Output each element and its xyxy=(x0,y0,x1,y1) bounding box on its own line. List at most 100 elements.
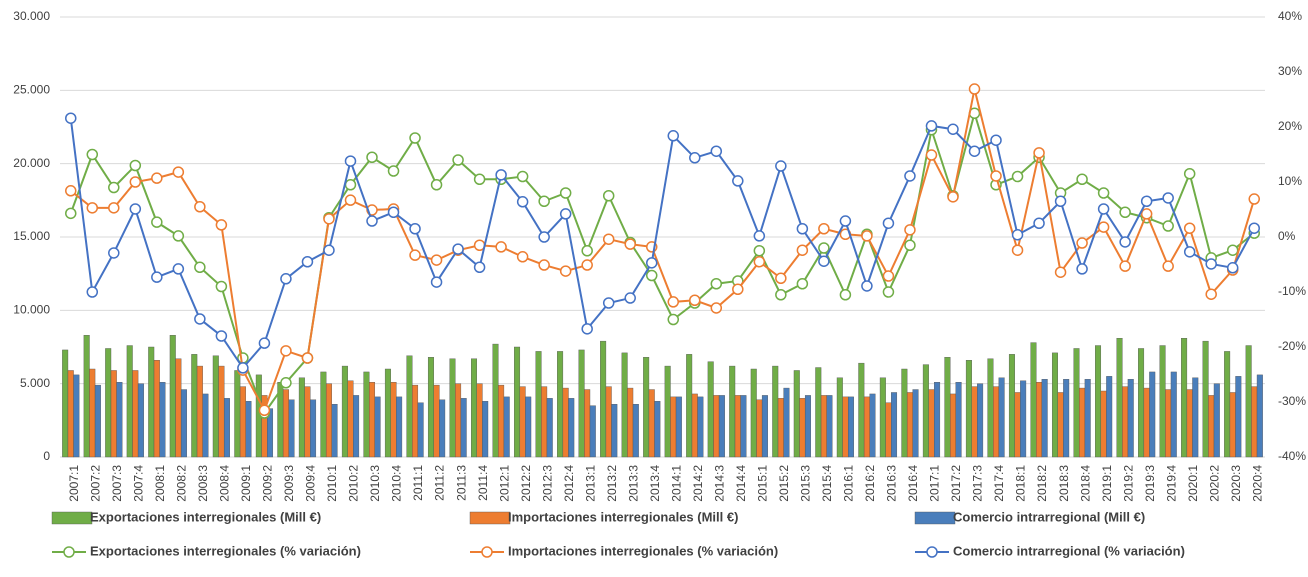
bar xyxy=(621,352,628,458)
line-marker xyxy=(753,245,766,257)
line-marker xyxy=(452,243,464,255)
bar xyxy=(514,346,521,458)
bar xyxy=(245,401,252,458)
bar xyxy=(546,398,553,458)
x-tick-label: 2007:2 xyxy=(88,465,102,502)
x-tick-label: 2012:2 xyxy=(519,465,533,502)
line-marker xyxy=(1076,237,1088,249)
line-marker xyxy=(796,223,809,235)
bar xyxy=(180,389,187,458)
line-marker xyxy=(258,337,271,349)
bar xyxy=(772,365,779,458)
line-marker xyxy=(151,172,163,184)
line-marker xyxy=(624,292,636,304)
x-tick-label: 2017:2 xyxy=(949,465,963,502)
bar xyxy=(1127,379,1134,458)
line-marker xyxy=(172,166,185,178)
line-marker xyxy=(710,145,723,157)
x-tick-label: 2015:4 xyxy=(820,465,834,502)
line-marker xyxy=(645,269,658,282)
x-tick-label: 2016:4 xyxy=(906,465,920,502)
bar xyxy=(1245,345,1252,458)
bar xyxy=(1122,386,1129,458)
line-marker xyxy=(904,170,916,182)
x-tick-label: 2008:1 xyxy=(153,465,167,502)
bar xyxy=(239,386,246,458)
bar xyxy=(869,393,876,458)
line-marker xyxy=(968,83,981,95)
bar xyxy=(175,358,182,458)
bar xyxy=(116,382,123,458)
bar xyxy=(713,395,720,458)
bar xyxy=(1159,345,1166,458)
line-marker xyxy=(710,278,723,290)
bar xyxy=(584,389,591,458)
legend-swatch xyxy=(469,511,511,525)
x-tick-label: 2009:2 xyxy=(261,465,275,502)
bar xyxy=(750,368,757,458)
y2-tick-label: -40% xyxy=(1278,449,1306,463)
y-tick-label: 30.000 xyxy=(13,9,50,23)
line-marker xyxy=(1183,168,1196,180)
bar xyxy=(282,389,289,458)
line-marker xyxy=(473,173,486,185)
line-marker xyxy=(1226,262,1239,274)
legend-label: Exportaciones interregionales (Mill €) xyxy=(90,509,321,524)
bar xyxy=(1100,390,1107,458)
line-marker xyxy=(645,257,658,269)
line-marker xyxy=(194,201,206,213)
line-marker xyxy=(925,120,938,132)
bar xyxy=(73,374,80,458)
line-marker xyxy=(172,263,185,275)
x-tick-label: 2017:3 xyxy=(971,465,985,502)
line-marker xyxy=(129,176,142,188)
line-marker xyxy=(990,170,1002,182)
bar xyxy=(740,395,747,458)
bar xyxy=(1213,383,1220,458)
x-tick-label: 2019:2 xyxy=(1121,465,1135,502)
line-marker xyxy=(1011,244,1024,256)
bar xyxy=(1041,379,1048,458)
bar xyxy=(1192,377,1199,458)
bar xyxy=(777,398,784,458)
bar xyxy=(132,370,139,458)
y-tick-label: 5.000 xyxy=(20,376,50,390)
bar xyxy=(627,387,634,458)
bar xyxy=(971,386,978,458)
line-marker xyxy=(344,194,357,206)
x-tick-label: 2010:2 xyxy=(347,465,361,502)
line-marker xyxy=(624,238,636,250)
line-marker xyxy=(1097,203,1110,215)
bar xyxy=(589,405,596,458)
line-marker xyxy=(516,251,529,263)
bar xyxy=(611,404,618,458)
x-tick-label: 2009:1 xyxy=(239,465,253,502)
x-tick-label: 2012:1 xyxy=(497,465,511,502)
bar xyxy=(1186,389,1193,458)
bar xyxy=(67,370,74,458)
bar xyxy=(949,393,956,458)
bar xyxy=(1008,354,1015,458)
line-marker xyxy=(538,259,550,271)
bar xyxy=(218,365,225,458)
line-marker xyxy=(108,202,120,214)
line-marker xyxy=(387,206,400,218)
bar xyxy=(455,383,462,458)
bar xyxy=(1036,382,1043,458)
line-marker xyxy=(1162,192,1174,204)
y-tick-label: 10.000 xyxy=(13,303,50,317)
line-marker xyxy=(280,377,292,389)
bar xyxy=(993,386,1000,458)
bar xyxy=(503,396,510,458)
line-marker xyxy=(86,286,99,298)
bar xyxy=(648,389,655,458)
x-tick-label: 2009:4 xyxy=(304,465,318,502)
y2-tick-label: 0% xyxy=(1278,229,1296,243)
line-marker xyxy=(86,202,99,214)
bar xyxy=(390,382,397,458)
line-marker xyxy=(602,297,615,309)
x-tick-label: 2011:3 xyxy=(454,465,468,501)
bar xyxy=(632,404,639,458)
line-marker xyxy=(882,286,895,298)
line-marker xyxy=(882,217,895,229)
